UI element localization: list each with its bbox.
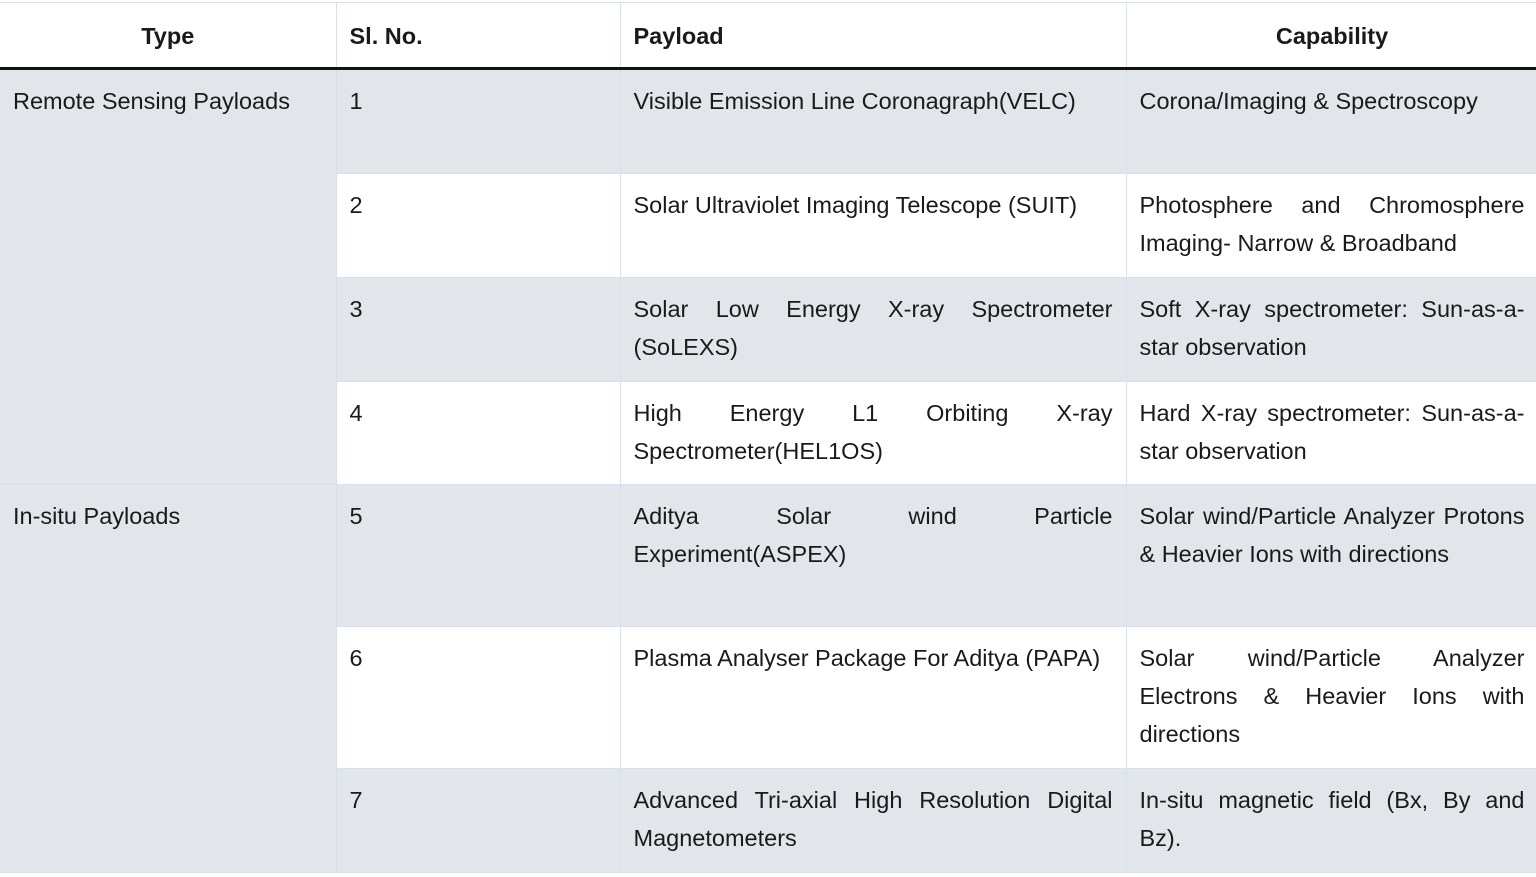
cell-payload: Advanced Tri-axial High Resolution Digit… bbox=[619, 768, 1127, 873]
cell-payload: Aditya Solar wind Particle Experiment(AS… bbox=[619, 484, 1127, 627]
cell-capability: Solar wind/Particle Analyzer Protons & H… bbox=[1125, 484, 1536, 627]
cell-capability: Corona/Imaging & Spectroscopy bbox=[1125, 68, 1536, 174]
header-capability: Capability bbox=[1125, 2, 1536, 70]
header-sl-no: Sl. No. bbox=[335, 2, 621, 70]
cell-no: 5 bbox=[335, 484, 621, 627]
cell-capability: Photosphere and Chromosphere Imaging- Na… bbox=[1125, 173, 1536, 278]
cell-no: 7 bbox=[336, 768, 621, 873]
cell-payload: Visible Emission Line Coronagraph(VELC) bbox=[619, 68, 1127, 174]
cell-no: 4 bbox=[336, 381, 621, 485]
cell-payload: Plasma Analyser Package For Aditya (PAPA… bbox=[619, 626, 1127, 769]
cell-capability: Solar wind/Particle Analyzer Electrons &… bbox=[1125, 626, 1536, 769]
table-row: Remote Sensing Payloads 1 Visible Emission… bbox=[0, 68, 1536, 485]
cell-capability: Soft X-ray spectrometer: Sun-as-a-star o… bbox=[1125, 277, 1536, 382]
cell-no: 3 bbox=[336, 277, 621, 382]
cell-capability: Hard X-ray spectrometer: Sun-as-a-star o… bbox=[1125, 381, 1536, 485]
table-row: 7 Advanced Tri-axial High Resolution Digi… bbox=[0, 768, 1536, 873]
header-row: Type Sl. No. Payload Capability bbox=[0, 2, 1536, 70]
header-type: Type bbox=[0, 2, 337, 70]
header-payload: Payload bbox=[619, 2, 1127, 70]
table-row: In-situ Payloads 5 Aditya Solar wind Parti… bbox=[0, 484, 1536, 873]
table-row: 6 Plasma Analyser Package For Aditya (PAP… bbox=[0, 626, 1536, 769]
cell-no: 6 bbox=[336, 626, 621, 769]
cell-no: 1 bbox=[335, 68, 621, 174]
cell-payload: Solar Ultraviolet Imaging Telescope (SUI… bbox=[619, 173, 1127, 278]
table-row: 2 Solar Ultraviolet Imaging Telescope (SU… bbox=[0, 173, 1536, 278]
cell-type: In-situ Payloads bbox=[0, 484, 337, 873]
cell-payload: Solar Low Energy X-ray Spectrometer (SoL… bbox=[619, 277, 1127, 382]
cell-type: Remote Sensing Payloads bbox=[0, 68, 337, 485]
cell-payload: High Energy L1 Orbiting X-ray Spectromet… bbox=[619, 381, 1127, 485]
table-row: 3 Solar Low Energy X-ray Spectrometer (So… bbox=[0, 277, 1536, 382]
cell-capability: In-situ magnetic field (Bx, By and Bz). bbox=[1125, 768, 1536, 873]
cell-no: 2 bbox=[336, 173, 621, 278]
